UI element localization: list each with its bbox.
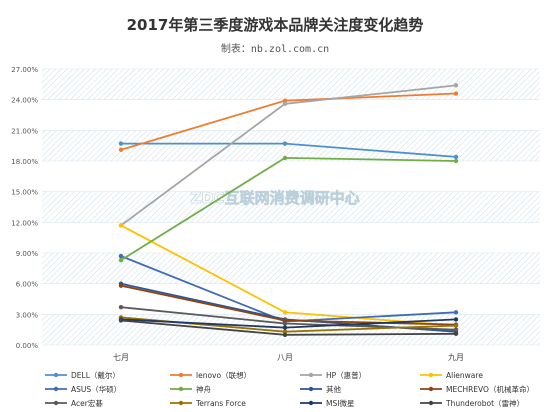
series-line: [118, 283, 459, 327]
data-point: [118, 253, 124, 259]
legend-marker: [428, 372, 434, 378]
series-line: [118, 141, 459, 160]
legend-label: Terrans Force: [195, 399, 246, 408]
legend-label: DELL（戴尔）: [71, 370, 120, 380]
y-tick-label: 12.00%: [11, 219, 38, 227]
y-tick-label: 27.00%: [11, 66, 38, 74]
legend-item: 其他: [300, 384, 341, 394]
grid-band: [42, 191, 540, 223]
data-point: [453, 158, 459, 164]
data-point: [282, 318, 288, 323]
legend-marker: [178, 386, 184, 392]
legend-marker: [53, 372, 59, 378]
data-point: [282, 310, 288, 315]
y-tick-label: 9.00%: [16, 250, 39, 258]
legend-label: MECHREVO（机械革命）: [446, 384, 534, 394]
series-line: [118, 318, 459, 337]
legend-item: DELL（戴尔）: [45, 370, 120, 380]
y-tick-label: 24.00%: [11, 97, 38, 105]
legend-label: Thunderobot（雷神）: [445, 398, 524, 408]
data-point: [118, 304, 124, 310]
chart-title: 2017年第三季度游戏本品牌关注度变化趋势: [127, 16, 424, 34]
legend-item: Terrans Force: [170, 399, 246, 408]
legend-item: MECHREVO（机械革命）: [420, 384, 534, 394]
series-line: [118, 155, 459, 263]
data-point: [118, 283, 124, 288]
data-point: [282, 329, 288, 334]
grid-band: [42, 130, 540, 161]
data-point: [453, 310, 459, 315]
data-point: [282, 332, 288, 337]
x-tick-label: 九月: [448, 353, 464, 362]
legend-item: lenovo（联想）: [170, 370, 251, 380]
legend-item: 神舟: [170, 384, 211, 394]
legend-marker: [308, 372, 314, 378]
legend-marker: [53, 400, 59, 406]
x-axis: 七月 八月 九月: [113, 353, 464, 362]
data-point: [453, 83, 459, 88]
legend-label: lenovo（联想）: [196, 370, 251, 380]
y-tick-label: 18.00%: [11, 158, 38, 166]
legend-label: 神舟: [196, 384, 211, 394]
legend-label: Alienware: [446, 371, 483, 380]
data-point: [282, 141, 288, 146]
y-axis: 0.00% 3.00% 6.00% 9.00% 12.00% 15.00% 18.00% 21…: [11, 66, 38, 350]
data-point: [453, 154, 459, 160]
data-point: [282, 321, 288, 326]
legend-label: HP（惠普）: [326, 370, 366, 380]
y-tick-label: 0.00%: [16, 342, 39, 350]
data-point: [282, 155, 288, 161]
data-point: [118, 257, 124, 263]
data-point: [282, 325, 288, 330]
legend-marker: [308, 386, 314, 392]
legend-label: MSI微星: [326, 398, 355, 408]
legend-item: MSI微星: [300, 398, 355, 408]
data-point: [453, 327, 459, 332]
watermark: ZDC互联网消费调研中心: [190, 189, 359, 207]
data-point: [282, 101, 288, 106]
legend-item: Alienware: [420, 371, 483, 380]
legend-marker: [428, 386, 434, 392]
y-tick-label: 15.00%: [11, 189, 38, 197]
legend: DELL（戴尔） lenovo（联想） HP（惠普） Alienware ASUS（华硕…: [45, 370, 534, 408]
data-point: [118, 223, 124, 228]
data-point: [453, 317, 459, 322]
series-lines: [118, 83, 459, 337]
data-point: [453, 91, 459, 96]
x-tick-label: 七月: [113, 353, 129, 362]
grid-band: [42, 253, 540, 284]
legend-marker: [178, 372, 184, 378]
legend-marker: [178, 400, 184, 406]
chart-subtitle: 制表：nb.zol.com.cn: [221, 42, 329, 55]
grid: [42, 68, 540, 346]
data-point: [118, 141, 124, 146]
y-tick-label: 6.00%: [16, 281, 39, 289]
y-tick-label: 21.00%: [11, 127, 38, 135]
y-tick-label: 3.00%: [16, 311, 39, 319]
legend-marker: [308, 400, 314, 406]
data-point: [118, 318, 124, 323]
data-point: [118, 147, 124, 152]
legend-label: ASUS（华硕）: [71, 384, 121, 394]
legend-label: 其他: [326, 384, 341, 394]
data-point: [453, 323, 459, 328]
data-point: [453, 331, 459, 336]
legend-marker: [428, 400, 434, 406]
legend-item: ASUS（华硕）: [45, 384, 121, 394]
grid-band: [42, 69, 540, 100]
series-line: [118, 91, 459, 152]
legend-item: Thunderobot（雷神）: [420, 398, 524, 408]
legend-item: Acer宏碁: [45, 398, 103, 408]
legend-item: HP（惠普）: [300, 370, 366, 380]
legend-label: Acer宏碁: [71, 398, 103, 408]
legend-marker: [53, 386, 59, 392]
x-tick-label: 八月: [277, 353, 293, 362]
data-point: [282, 98, 288, 103]
